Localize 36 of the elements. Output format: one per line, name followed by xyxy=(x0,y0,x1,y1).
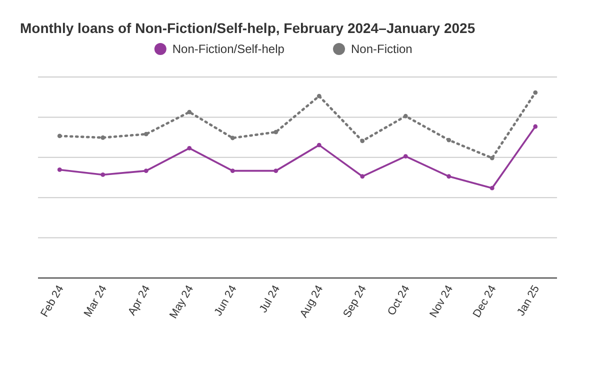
point xyxy=(490,186,494,190)
point xyxy=(360,174,365,179)
point xyxy=(57,168,62,172)
x-tick-label: Apr 24 xyxy=(126,284,153,318)
point xyxy=(446,138,452,142)
point xyxy=(57,134,62,138)
x-tick-label: Jul 24 xyxy=(257,284,282,315)
point xyxy=(274,168,278,174)
x-tick-label: Feb 24 xyxy=(38,284,66,320)
point xyxy=(533,90,538,95)
chart-title: Monthly loans of Non-Fiction/Self-help, February 2024–January 2025 xyxy=(20,20,476,36)
point xyxy=(274,130,278,134)
point xyxy=(100,172,106,177)
x-tick-label: Dec 24 xyxy=(470,284,499,320)
x-tick-label: Oct 24 xyxy=(386,284,412,318)
point xyxy=(316,94,322,98)
point xyxy=(187,110,192,114)
point xyxy=(403,114,408,118)
legend-label: Non-Fiction/Self-help xyxy=(172,42,285,56)
point xyxy=(533,124,538,129)
point xyxy=(144,168,148,174)
point xyxy=(230,168,235,174)
point xyxy=(144,132,148,136)
legend-label: Non-Fiction xyxy=(351,42,412,56)
point xyxy=(230,136,235,140)
point xyxy=(446,174,452,179)
point xyxy=(100,135,106,140)
point xyxy=(490,156,494,160)
point xyxy=(187,146,192,150)
x-tick-label: Mar 24 xyxy=(82,284,110,320)
x-tick-label: Jun 24 xyxy=(212,284,240,318)
x-tick-label: Jan 25 xyxy=(515,284,542,318)
x-tick-label: Sep 24 xyxy=(341,284,369,320)
point xyxy=(403,154,408,159)
point xyxy=(360,138,365,144)
point xyxy=(316,142,322,148)
